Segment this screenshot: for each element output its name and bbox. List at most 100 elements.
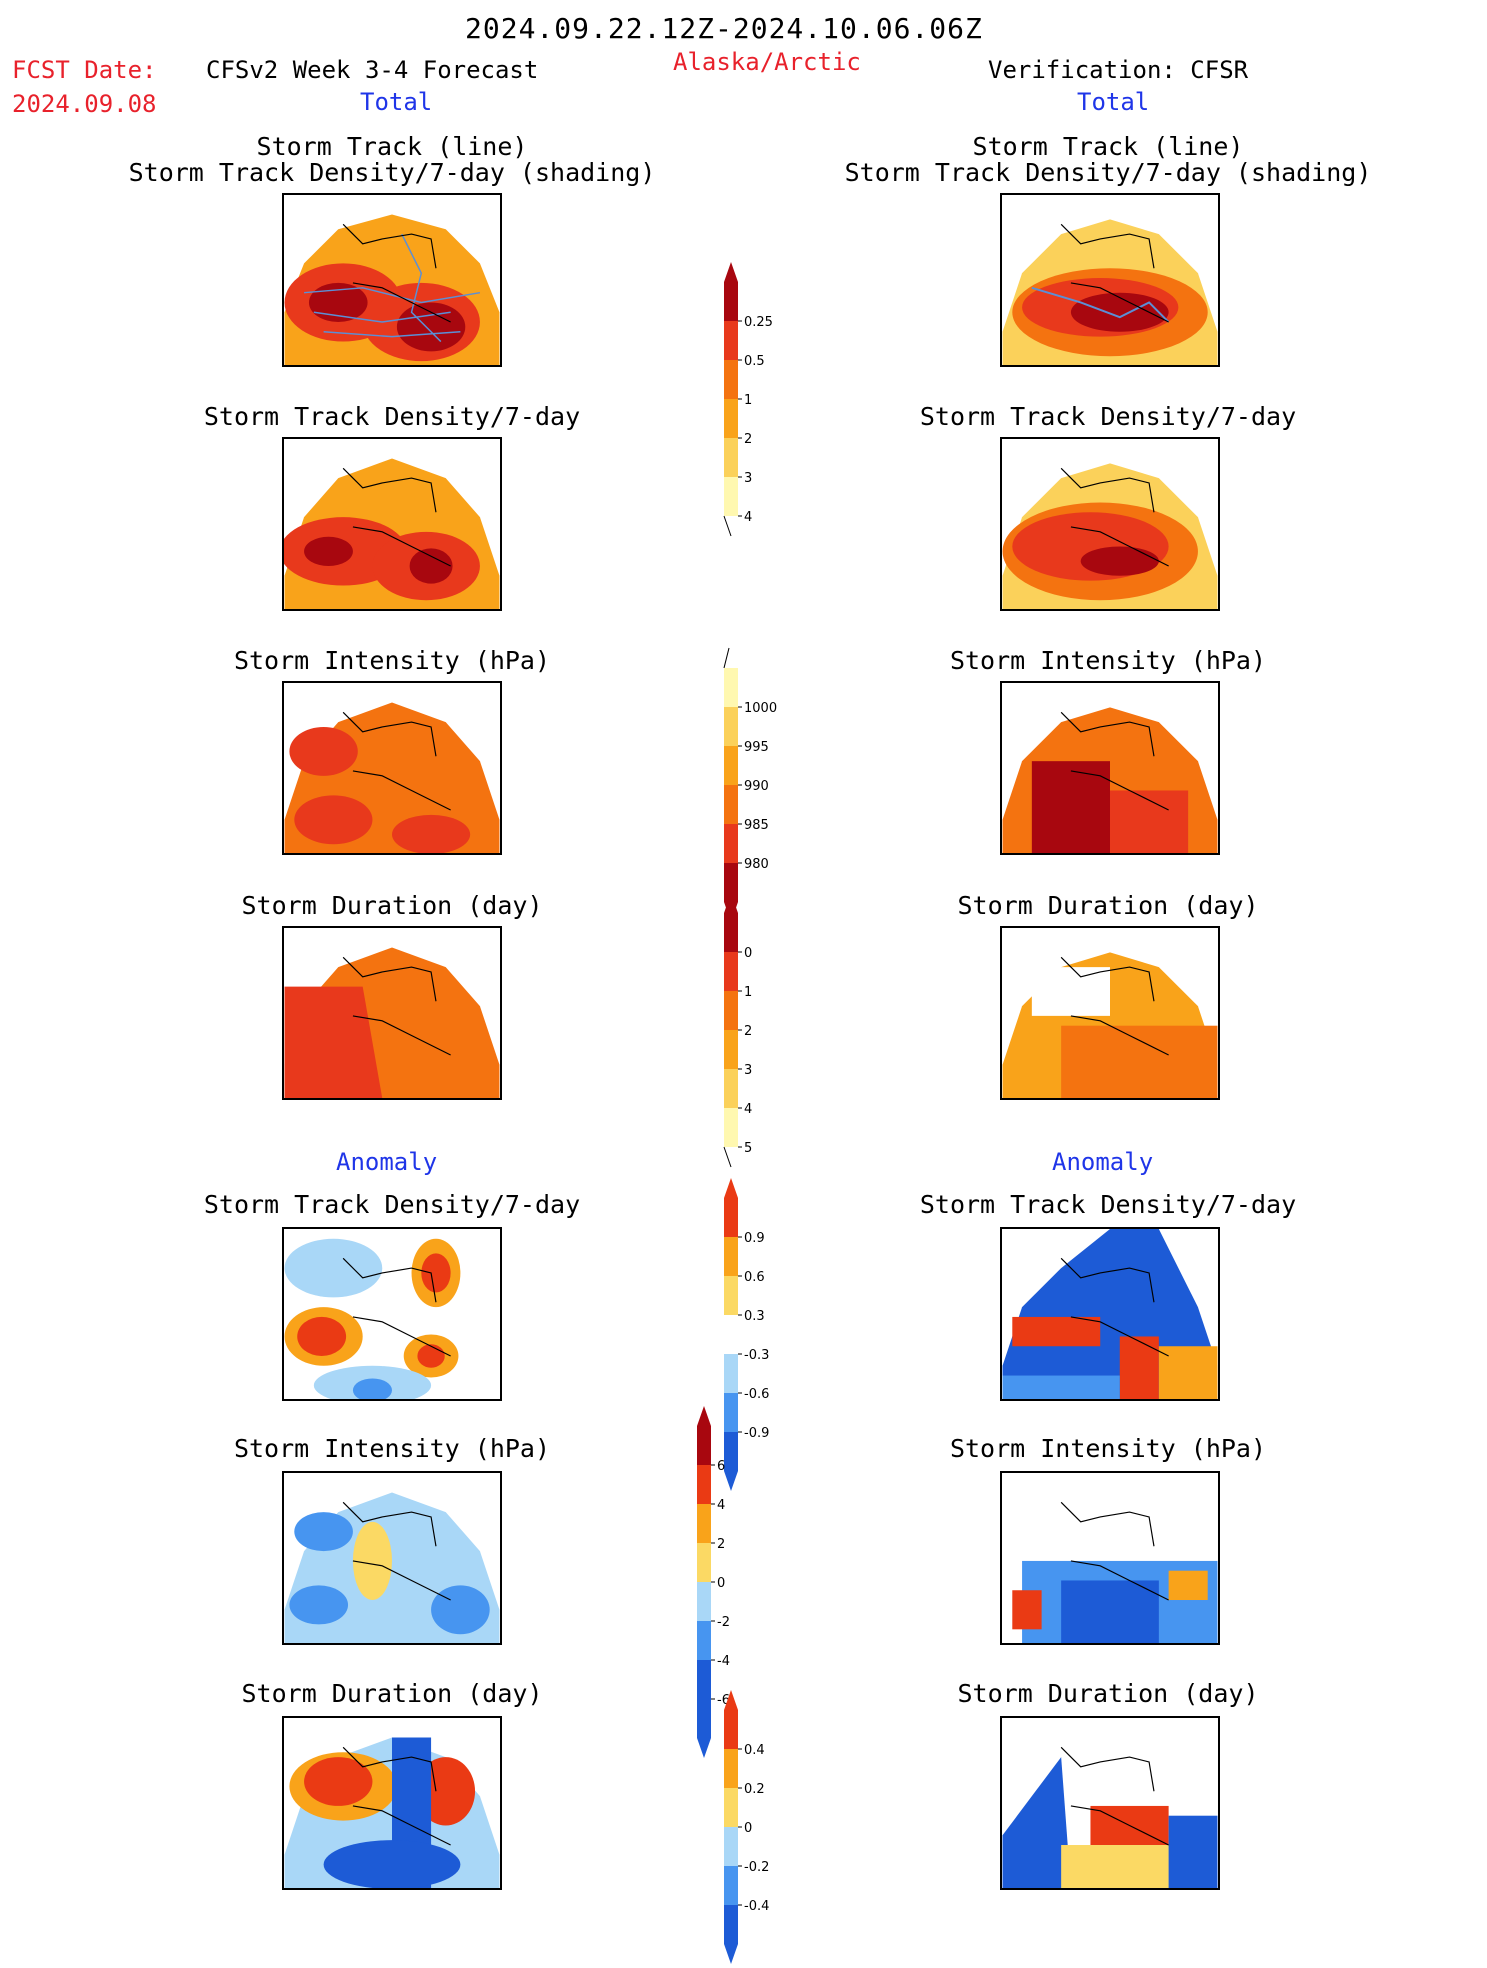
fcst-date-value: 2024.09.08 <box>12 90 157 118</box>
map-duration-anom-right <box>1000 1716 1220 1890</box>
map-density-right <box>1000 437 1220 611</box>
map-intensity-anom-right <box>1000 1471 1220 1645</box>
map-duration-right <box>1000 926 1220 1100</box>
colorbar-duration-tick-label: 2 <box>744 1024 752 1039</box>
colorbar-density-tick-label: 2 <box>744 432 752 447</box>
colorbar-intensity-anomaly-segment <box>697 1543 711 1582</box>
colorbar-duration-anomaly-tick-label: -0.4 <box>744 1899 769 1914</box>
colorbar-intensity-top-tail <box>723 647 730 669</box>
colorbar-density-anomaly-segment <box>724 1276 738 1315</box>
colorbar-density-anomaly-tick-label: 0.6 <box>744 1270 765 1285</box>
left-track-line-title: Storm Track (line) <box>256 132 528 161</box>
map-intensity-anom-left <box>282 1471 502 1645</box>
map-track-right <box>1000 193 1220 367</box>
map-density-anom-left <box>282 1227 502 1401</box>
colorbar-density-svg: 0.25 0.5 1 2 3 4 <box>723 262 773 537</box>
left-density-anom-title: Storm Track Density/7-day <box>203 1190 581 1219</box>
colorbar-density-anomaly-segment <box>724 1432 738 1471</box>
colorbar-duration-segment <box>724 1069 738 1108</box>
colorbar-duration-anomaly-svg: 0.4 0.2 0 -0.2 -0.4 <box>724 1690 769 1964</box>
colorbar-intensity: 1000 995 990 985 980 <box>723 647 804 926</box>
colorbar-density-anomaly-tick-label: -0.3 <box>744 1348 769 1363</box>
colorbar-duration-segment <box>724 913 738 952</box>
colorbar-density-anomaly-top-arrow <box>724 1178 738 1198</box>
colorbar-duration-tick-label: 0 <box>744 946 752 961</box>
colorbar-density-tick-label: 0.25 <box>744 315 773 330</box>
colorbar-duration: 0 1 2 3 4 5 <box>723 893 804 1171</box>
left-duration-anom-title: Storm Duration (day) <box>241 1679 543 1708</box>
colorbar-duration-svg: 0 1 2 3 4 5 <box>723 893 752 1168</box>
colorbar-intensity-anomaly-tick-label: 4 <box>717 1498 725 1513</box>
colorbar-intensity-tick-label: 985 <box>744 818 769 833</box>
colorbar-density-tick-label: 4 <box>744 510 752 525</box>
colorbar-duration-anomaly-tick-label: 0 <box>744 1821 752 1836</box>
map-intensity-right <box>1000 681 1220 855</box>
colorbar-density: 0.25 0.5 1 2 3 4 <box>723 262 804 540</box>
colorbar-duration-segment <box>724 1108 738 1147</box>
colorbar-intensity-segment <box>724 668 738 707</box>
colorbar-density-segment <box>724 321 738 360</box>
colorbar-duration-anomaly: 0.4 0.2 0 -0.2 -0.4 <box>724 1690 804 1968</box>
colorbar-density-segment <box>724 438 738 477</box>
colorbar-density-anomaly-segment <box>724 1237 738 1276</box>
colorbar-intensity-anomaly-tick-label: 2 <box>717 1537 725 1552</box>
colorbar-intensity-tick-label: 990 <box>744 779 769 794</box>
colorbar-duration-segment <box>724 1030 738 1069</box>
colorbar-intensity-segment <box>724 707 738 746</box>
colorbar-intensity-tick-label: 995 <box>744 740 769 755</box>
colorbar-intensity-anomaly-top-arrow <box>697 1406 711 1426</box>
colorbar-intensity-anomaly: 6 4 2 0 -2 -4 -6 <box>697 1406 777 1762</box>
colorbar-density-bottom-tail <box>723 515 732 537</box>
colorbar-duration-anomaly-top-arrow <box>724 1690 738 1710</box>
left-duration-title: Storm Duration (day) <box>241 891 543 920</box>
colorbar-density-segment <box>724 360 738 399</box>
colorbar-duration-anomaly-bottom-arrow <box>724 1944 738 1964</box>
colorbar-intensity-tick-label: 1000 <box>744 701 777 716</box>
colorbar-duration-tick-label: 4 <box>744 1102 752 1117</box>
right-intensity-anom-title: Storm Intensity (hPa) <box>949 1434 1267 1463</box>
left-density-title: Storm Track Density/7-day <box>203 402 581 431</box>
colorbar-density-anomaly-bottom-arrow <box>724 1471 738 1491</box>
colorbar-density-anomaly-tick-label: 0.3 <box>744 1309 765 1324</box>
left-section-label: Total <box>360 88 433 116</box>
colorbar-density-anomaly-segment <box>724 1315 738 1354</box>
colorbar-duration-bottom-tail <box>723 1146 732 1168</box>
right-duration-title: Storm Duration (day) <box>957 891 1259 920</box>
colorbar-duration-anomaly-tick-label: 0.2 <box>744 1782 765 1797</box>
anomaly-left-label: Anomaly <box>336 1148 438 1176</box>
region-label: Alaska/Arctic <box>673 48 861 76</box>
colorbar-density-anomaly-svg: 0.9 0.6 0.3 -0.3 -0.6 -0.9 <box>724 1178 769 1491</box>
right-track-line-title: Storm Track (line) <box>972 132 1244 161</box>
colorbar-density-tick-label: 3 <box>744 471 752 486</box>
map-intensity-left <box>282 681 502 855</box>
colorbar-duration-tick-label: 1 <box>744 985 752 1000</box>
colorbar-duration-tick-label: 5 <box>744 1141 752 1156</box>
map-duration-anom-left <box>282 1716 502 1890</box>
anomaly-right-label: Anomaly <box>1052 1148 1154 1176</box>
colorbar-duration-anomaly-tick-label: -0.2 <box>744 1860 769 1875</box>
left-intensity-title: Storm Intensity (hPa) <box>233 646 551 675</box>
colorbar-duration-segment <box>724 952 738 991</box>
colorbar-density-anomaly-tick-label: -0.6 <box>744 1387 769 1402</box>
colorbar-duration-anomaly-segment <box>724 1749 738 1788</box>
left-track-shading-title: Storm Track Density/7-day (shading) <box>128 158 656 187</box>
period-title: 2024.09.22.12Z-2024.10.06.06Z <box>465 12 983 45</box>
colorbar-intensity-anomaly-segment <box>697 1582 711 1621</box>
colorbar-intensity-anomaly-bottom-arrow <box>697 1738 711 1758</box>
colorbar-duration-tick-label: 3 <box>744 1063 752 1078</box>
right-density-title: Storm Track Density/7-day <box>919 402 1297 431</box>
right-intensity-title: Storm Intensity (hPa) <box>949 646 1267 675</box>
verification-label: Verification: CFSR <box>988 56 1249 84</box>
right-density-anom-title: Storm Track Density/7-day <box>919 1190 1297 1219</box>
colorbar-intensity-anomaly-segment <box>697 1621 711 1660</box>
colorbar-density-anomaly-segment <box>724 1198 738 1237</box>
colorbar-intensity-segment <box>724 824 738 863</box>
colorbar-density-segment <box>724 282 738 321</box>
fcst-date-label: FCST Date: <box>12 56 157 84</box>
colorbar-intensity-anomaly-tick-label: -4 <box>717 1654 730 1669</box>
colorbar-density-anomaly-segment <box>724 1393 738 1432</box>
colorbar-intensity-anomaly-tick-label: -2 <box>717 1615 730 1630</box>
right-duration-anom-title: Storm Duration (day) <box>957 1679 1259 1708</box>
colorbar-density-anomaly-tick-label: -0.9 <box>744 1426 769 1441</box>
